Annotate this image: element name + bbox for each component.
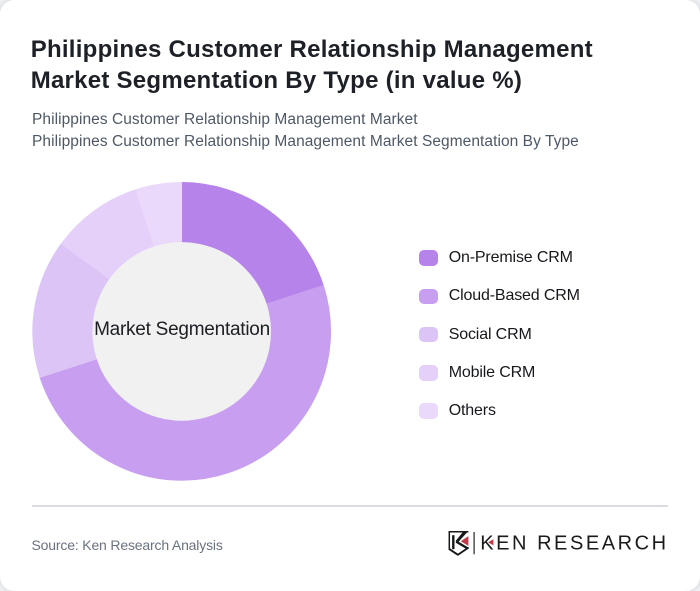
svg-text:KEN RESEARCH: KEN RESEARCH [480, 533, 668, 555]
